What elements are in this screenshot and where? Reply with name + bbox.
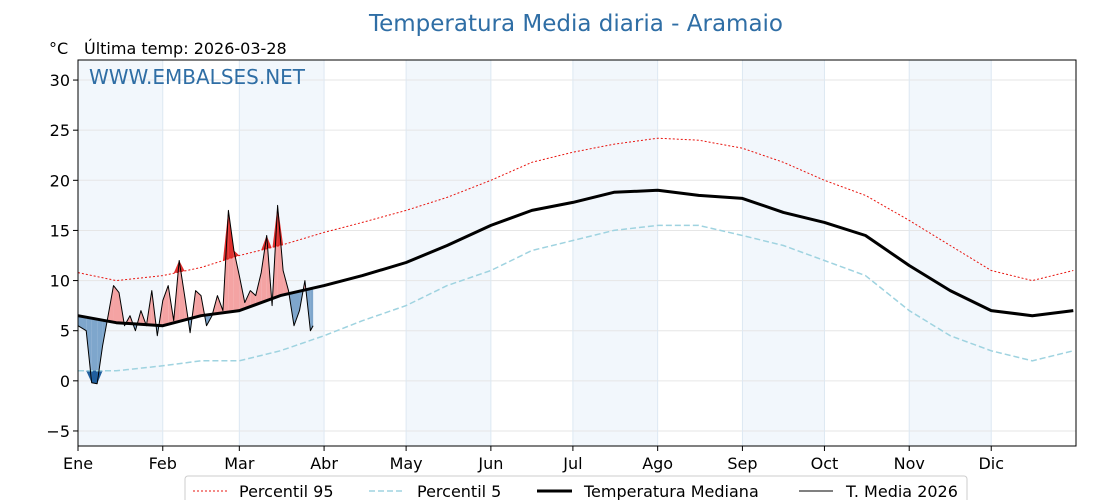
x-tick-label: May xyxy=(390,454,423,473)
month-bands xyxy=(78,60,992,446)
above-median-fill xyxy=(195,290,202,318)
series-lines xyxy=(77,137,1074,385)
below-median-fill xyxy=(97,319,103,384)
x-tick-label: Mar xyxy=(224,454,255,473)
y-tick-label: 10 xyxy=(50,272,70,291)
x-tick-label: Dic xyxy=(978,454,1004,473)
x-tick-label: Ago xyxy=(642,454,673,473)
y-tick-label: 25 xyxy=(50,121,70,140)
above-p95-fill xyxy=(222,210,229,261)
series-line-p95 xyxy=(77,137,1074,282)
x-tick-label: Ene xyxy=(63,454,93,473)
above-median-fill xyxy=(179,260,185,322)
x-tick-label: Abr xyxy=(310,454,338,473)
legend-label-p5: Percentil 5 xyxy=(417,482,501,500)
legend-label-median: Temperatura Mediana xyxy=(583,482,759,500)
above-median-fill xyxy=(261,235,267,303)
y-axis: −5 0 5 10 15 20 25 30 xyxy=(46,71,78,441)
last-temp-label: Última temp: 2026-03-28 xyxy=(84,39,287,58)
x-tick-label: Jun xyxy=(477,454,503,473)
above-p95-fill xyxy=(173,260,180,274)
above-median-fill xyxy=(255,272,262,305)
legend-label-current: T. Media 2026 xyxy=(845,482,958,500)
series-line-p5 xyxy=(78,224,1074,372)
month-band-sep xyxy=(742,60,825,446)
below-p5-fill xyxy=(91,370,98,384)
y-tick-label: 20 xyxy=(50,171,70,190)
legend-label-p95: Percentil 95 xyxy=(239,482,334,500)
x-tick-label: Oct xyxy=(811,454,839,473)
x-tick-label: Jul xyxy=(562,454,582,473)
plot-frame xyxy=(77,59,1077,447)
y-tick-label: 0 xyxy=(60,372,70,391)
unit-label: °C xyxy=(49,39,68,58)
above-p95-fill xyxy=(277,205,284,247)
x-tick-label: Nov xyxy=(894,454,925,473)
month-band-jul xyxy=(572,60,658,446)
legend-box xyxy=(184,475,968,500)
month-band-nov xyxy=(909,60,992,446)
below-median-fill xyxy=(294,291,300,326)
watermark-text: WWW.EMBALSES.NET xyxy=(89,65,306,89)
x-tick-label: Feb xyxy=(149,454,177,473)
x-tick-label: Sep xyxy=(727,454,757,473)
y-tick-label: −5 xyxy=(46,422,70,441)
above-median-fill xyxy=(233,250,240,312)
above-median-fill xyxy=(162,285,169,326)
below-median-fill xyxy=(310,288,314,331)
series-line-median xyxy=(77,188,1074,328)
month-band-may xyxy=(406,60,491,446)
y-tick-label: 5 xyxy=(60,322,70,341)
month-band-ene xyxy=(78,60,163,446)
x-axis: Ene Feb Mar Abr May Jun Jul Ago Sep Oct Nov Dic xyxy=(63,446,1004,473)
y-tick-label: 30 xyxy=(50,71,70,90)
above-median-fill xyxy=(113,285,120,323)
y-tick-label: 15 xyxy=(50,221,70,240)
below-median-fill xyxy=(91,318,98,384)
chart-title: Temperatura Media diaria - Aramaio xyxy=(368,11,783,37)
legend: Percentil 95 Percentil 5 Temperatura Med… xyxy=(184,475,968,500)
series-line-current xyxy=(77,204,314,385)
above-median-fill xyxy=(244,290,251,309)
